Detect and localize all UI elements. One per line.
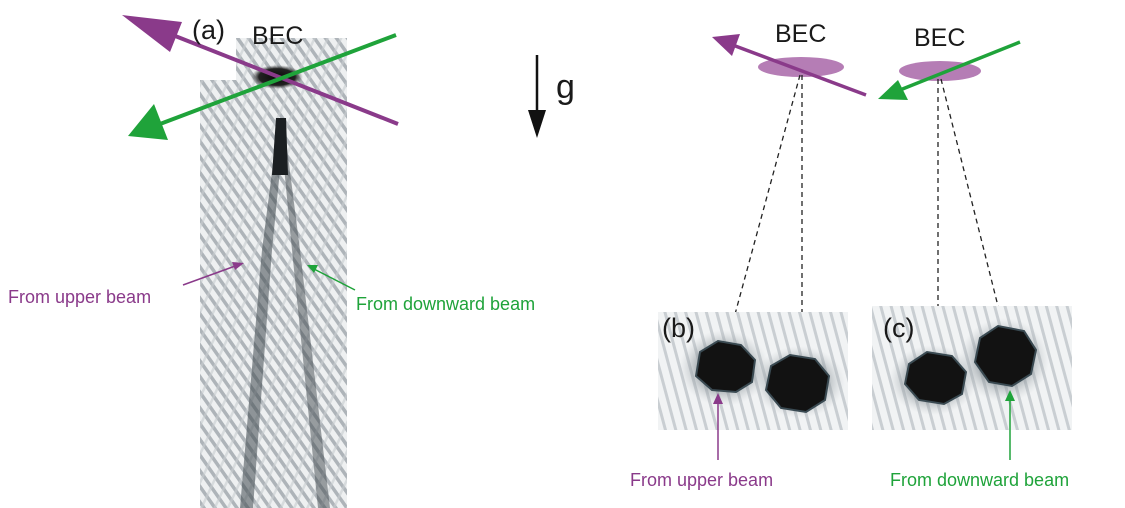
panel-b-label: (b): [662, 313, 695, 343]
upper-beam-schematic: [729, 42, 867, 97]
panel-b: (b) From upper beam: [630, 312, 848, 490]
dashed-line-b-left: [727, 74, 801, 341]
annotation-upper-beam-b: From upper beam: [630, 470, 773, 490]
panel-a-label: (a): [192, 15, 225, 45]
schematic: BEC BEC: [712, 20, 1021, 355]
bec-label-left: BEC: [775, 20, 826, 48]
atom-cloud-b-left: [694, 339, 757, 394]
downward-beam-schematic: [899, 40, 1021, 92]
bec-label-right: BEC: [914, 24, 965, 52]
upper-beam-schematic-head: [712, 34, 740, 56]
bec-label-a: BEC: [252, 22, 303, 50]
downward-beam-schematic-head: [878, 80, 908, 100]
annotation-upper-beam-a: From upper beam: [8, 287, 151, 307]
downward-beam-pointer-head: [307, 265, 318, 273]
downward-beam-arrowhead: [128, 104, 168, 140]
atom-cloud-c-right: [973, 324, 1038, 388]
upper-beam-pointer-head: [232, 262, 244, 270]
upper-beam-arrowhead: [122, 15, 182, 52]
annotation-downward-beam-c: From downward beam: [890, 470, 1069, 490]
absorption-image: [200, 38, 347, 508]
atom-cloud-c-left: [903, 350, 968, 406]
gravity-indicator: g: [528, 55, 575, 138]
atom-cloud-b-right: [764, 353, 831, 414]
panel-c-pointer-head: [1005, 390, 1015, 401]
downward-beam-pointer: [311, 267, 356, 291]
panel-c: (c) From downward beam: [872, 306, 1072, 490]
panel-c-label: (c): [883, 313, 914, 343]
gravity-label: g: [556, 68, 575, 106]
annotation-downward-beam-a: From downward beam: [356, 294, 535, 314]
down-arrow-head: [528, 110, 546, 138]
panel-b-pointer-head: [713, 393, 723, 404]
panel-a: (a) BEC From upper beam From downward be…: [8, 15, 535, 508]
upper-beam-pointer: [182, 264, 239, 286]
dashed-line-c-right: [940, 78, 1005, 331]
downward-beam-line: [159, 33, 397, 126]
